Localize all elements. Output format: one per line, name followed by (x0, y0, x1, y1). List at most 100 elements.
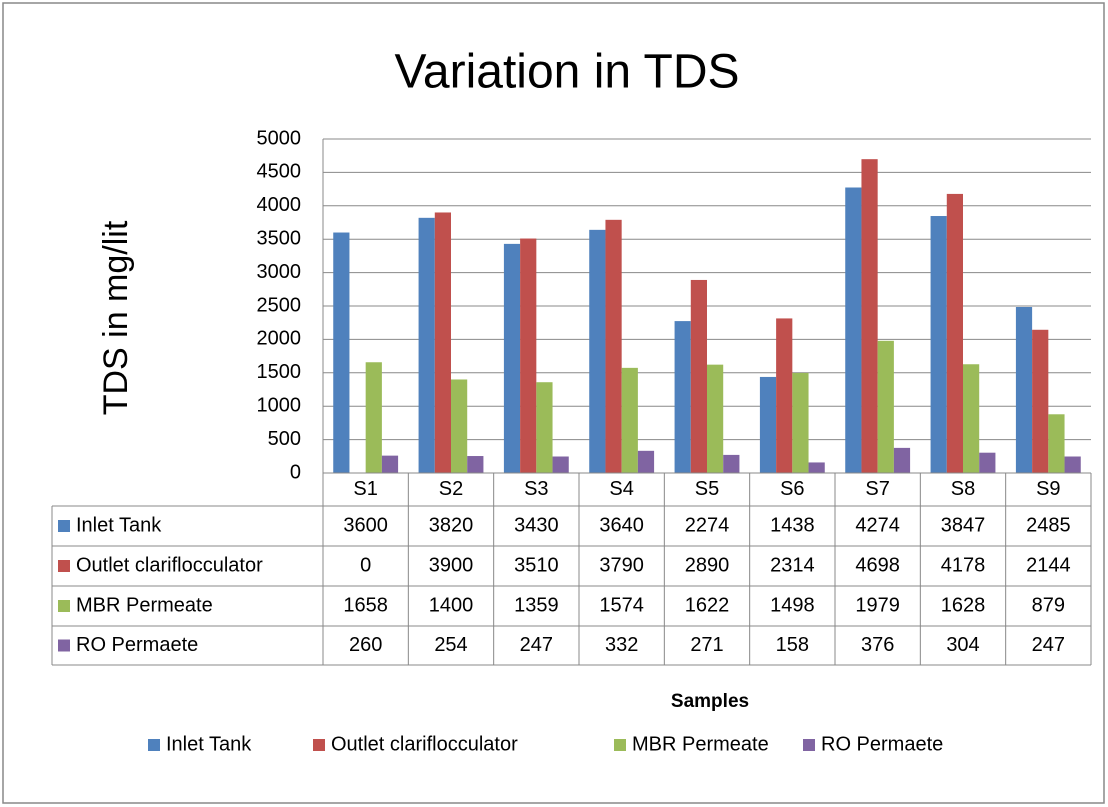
bar (503, 243, 521, 473)
table-cell: 271 (690, 634, 723, 656)
bar (589, 229, 606, 473)
bar (861, 159, 878, 474)
bar (845, 187, 862, 473)
legend-swatch (313, 739, 325, 751)
bar (333, 232, 350, 473)
table-cell: 4178 (941, 554, 986, 576)
legend-swatch (148, 739, 160, 751)
bar (1064, 456, 1081, 473)
bar (723, 454, 740, 473)
x-tick-label: S1 (353, 478, 377, 500)
y-tick-label: 5000 (257, 127, 302, 149)
bar (946, 193, 963, 473)
bar (759, 376, 777, 473)
x-tick-label: S7 (865, 478, 889, 500)
table-row-label: MBR Permeate (76, 594, 213, 616)
x-tick-label: S5 (695, 478, 719, 500)
bar (637, 450, 655, 473)
x-tick-label: S8 (951, 478, 975, 500)
y-tick-label: 500 (268, 428, 301, 450)
table-cell: 2274 (685, 514, 730, 536)
table-cell: 3510 (514, 554, 559, 576)
y-tick-label: 3000 (257, 261, 302, 283)
bar (893, 447, 911, 473)
bar (674, 321, 691, 473)
bar (418, 217, 435, 473)
table-cell: 158 (776, 634, 809, 656)
x-tick-label: S2 (439, 478, 463, 500)
y-tick-label: 4000 (257, 194, 302, 216)
legend-label: MBR Permeate (632, 733, 769, 755)
table-cell: 1658 (343, 594, 388, 616)
bar (467, 456, 484, 473)
table-cell: 1498 (770, 594, 815, 616)
bar (930, 216, 947, 474)
table-cell: 260 (349, 634, 382, 656)
table-cell: 247 (520, 634, 553, 656)
table-cell: 3790 (599, 554, 644, 576)
bar (792, 372, 809, 473)
legend-label: Inlet Tank (166, 733, 252, 755)
bar (381, 455, 399, 473)
bar (963, 364, 980, 473)
table-cell: 3640 (599, 514, 644, 536)
y-tick-label: 1000 (257, 394, 302, 416)
bar (552, 456, 569, 473)
y-tick-label: 3500 (257, 227, 302, 249)
table-cell: 2890 (685, 554, 730, 576)
bar (536, 382, 553, 473)
table-legend-swatch (58, 639, 70, 652)
table-cell: 1574 (599, 594, 644, 616)
table-cell: 3820 (429, 514, 474, 536)
table-cell: 3600 (343, 514, 388, 536)
bar (1048, 414, 1065, 473)
table-cell: 2144 (1026, 554, 1071, 576)
bar (877, 340, 894, 473)
table-cell: 3430 (514, 514, 559, 536)
bar (776, 318, 793, 473)
legend-swatch (803, 739, 815, 751)
table-cell: 376 (861, 634, 894, 656)
bar (808, 462, 825, 473)
bar (979, 452, 996, 473)
bar (605, 219, 622, 473)
bar (690, 279, 707, 473)
x-axis-label: Samples (671, 691, 749, 712)
bar (365, 362, 382, 473)
table-cell: 4698 (855, 554, 900, 576)
y-tick-label: 1500 (257, 361, 302, 383)
chart-title: Variation in TDS (394, 46, 739, 99)
table-row-label: RO Permaete (76, 634, 198, 656)
table-cell: 2485 (1026, 514, 1071, 536)
bar (1032, 329, 1049, 473)
table-cell: 1400 (429, 594, 474, 616)
table-cell: 254 (434, 634, 467, 656)
legend-swatch (614, 739, 626, 751)
table-cell: 3847 (941, 514, 986, 536)
x-tick-label: S4 (609, 478, 633, 500)
bar (1015, 307, 1033, 473)
table-cell: 1438 (770, 514, 815, 536)
legend-label: Outlet clariflocculator (331, 733, 518, 755)
table-cell: 247 (1032, 634, 1065, 656)
table-cell: 1628 (941, 594, 986, 616)
bar (707, 364, 724, 473)
y-axis-label: TDS in mg/lit (97, 220, 135, 415)
table-cell: 332 (605, 634, 638, 656)
y-tick-label: 4500 (257, 161, 302, 183)
bar (451, 379, 468, 473)
table-cell: 879 (1032, 594, 1065, 616)
table-row-label: Inlet Tank (76, 514, 162, 536)
bar (621, 367, 638, 473)
y-tick-label: 2000 (257, 328, 302, 350)
bar (520, 238, 537, 473)
y-tick-label: 2500 (257, 294, 302, 316)
table-cell: 3900 (429, 554, 474, 576)
table-cell: 1359 (514, 594, 559, 616)
table-cell: 4274 (855, 514, 900, 536)
y-tick-label: 0 (290, 461, 301, 483)
legend-label: RO Permaete (821, 733, 943, 755)
bar (434, 212, 451, 474)
